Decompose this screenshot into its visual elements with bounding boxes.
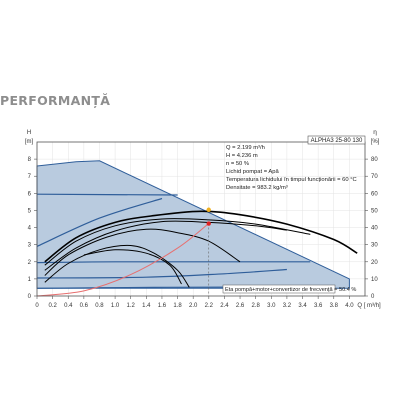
y-right-symbol: η bbox=[373, 129, 377, 136]
x-axis-unit: Q [ m³/h] bbox=[357, 303, 381, 309]
y-right-tick-label: 10 bbox=[371, 277, 378, 283]
efficiency-label-box bbox=[222, 284, 336, 294]
x-tick-label: 1.6 bbox=[158, 303, 167, 309]
y-left-tick-label: 2 bbox=[28, 260, 32, 266]
y-left-tick-label: 5 bbox=[28, 208, 32, 214]
y-left-symbol: H bbox=[27, 130, 31, 136]
x-tick-label: 3.8 bbox=[330, 303, 339, 309]
y-left-tick-label: 3 bbox=[28, 243, 32, 249]
y-left-tick-label: 8 bbox=[28, 157, 32, 163]
x-tick-label: 3.0 bbox=[267, 303, 276, 309]
x-tick-label: 1.2 bbox=[127, 303, 136, 309]
axes bbox=[34, 141, 368, 299]
chart-title: ALPHA3 25-80 130 bbox=[311, 138, 363, 144]
x-tick-label: 1.4 bbox=[142, 303, 151, 309]
x-tick-label: 2.6 bbox=[236, 303, 245, 309]
x-tick-label: 4.0 bbox=[345, 303, 354, 309]
y-right-tick-label: 40 bbox=[371, 226, 378, 232]
efficiency-curve bbox=[44, 244, 190, 288]
efficiency-curve bbox=[44, 210, 358, 263]
x-tick-label: 2.4 bbox=[220, 303, 229, 309]
efficiency-curve bbox=[44, 218, 311, 266]
pump-curve bbox=[36, 286, 241, 289]
efficiency-point-marker bbox=[206, 207, 211, 212]
efficiency-curve bbox=[44, 220, 287, 271]
x-tick-label: 1.0 bbox=[111, 303, 120, 309]
pump-curve bbox=[36, 261, 311, 264]
y-left-tick-label: 1 bbox=[28, 277, 32, 283]
x-tick-label: 0 bbox=[35, 303, 39, 309]
info-line: Densitate = 983.2 kg/m³ bbox=[226, 185, 288, 191]
y-left-tick-label: 7 bbox=[28, 174, 32, 180]
x-tick-label: 0.4 bbox=[64, 303, 73, 309]
pump-curve bbox=[36, 268, 287, 279]
y-left-unit: [m] bbox=[25, 139, 34, 145]
info-box: ALPHA3 25-80 130 Q = 2.199 m³/h H = 4.236 … bbox=[222, 135, 366, 294]
x-tick-label: 1.8 bbox=[173, 303, 182, 309]
pump-curve bbox=[36, 193, 178, 196]
pump-curves bbox=[36, 193, 311, 289]
y-right-tick-label: 80 bbox=[371, 157, 378, 163]
plot-frame bbox=[36, 141, 366, 297]
x-tick-label: 0.2 bbox=[48, 303, 57, 309]
y-left-tick-label: 6 bbox=[28, 191, 32, 197]
x-tick-label: 2.2 bbox=[205, 303, 214, 309]
x-tick-label: 0.6 bbox=[80, 303, 89, 309]
x-tick-label: 3.6 bbox=[314, 303, 323, 309]
operating-point-marker bbox=[206, 221, 211, 226]
info-line: Temperatura lichidului în timpul funcțio… bbox=[226, 177, 357, 183]
info-line: n = 50 % bbox=[226, 161, 249, 167]
y-right-tick-label: 20 bbox=[371, 260, 378, 266]
x-tick-label: 2.0 bbox=[189, 303, 198, 309]
y-right-tick-label: 0 bbox=[371, 294, 375, 300]
y-right-tick-label: 30 bbox=[371, 243, 378, 249]
page-heading: PERFORMANȚĂ bbox=[0, 93, 111, 108]
x-tick-label: 3.4 bbox=[298, 303, 307, 309]
pump-curve bbox=[36, 197, 163, 247]
title-box bbox=[307, 135, 366, 145]
system-curve-line bbox=[36, 223, 210, 297]
info-line: H = 4.236 m bbox=[226, 153, 258, 159]
info-line: Q = 2.199 m³/h bbox=[226, 145, 265, 151]
y-right-unit: [%] bbox=[371, 139, 380, 145]
y-left-tick-label: 0 bbox=[28, 294, 32, 300]
y-left-tick-label: 4 bbox=[28, 226, 32, 232]
x-tick-label: 0.8 bbox=[95, 303, 104, 309]
efficiency-curve bbox=[83, 249, 182, 285]
x-tick-label: 3.2 bbox=[283, 303, 292, 309]
info-line: Lichid pompat = Apă bbox=[226, 169, 279, 175]
axis-labels: 0 0.2 0.4 0.6 0.8 1.0 1.2 1.4 1.6 1.8 2.0 2.2 2.4 2.6… bbox=[25, 129, 381, 309]
system-curve bbox=[36, 223, 210, 297]
efficiency-label: Eta pompă+motor+convertizor de frecvență… bbox=[225, 287, 356, 293]
y-right-tick-label: 50 bbox=[371, 208, 378, 214]
y-right-tick-label: 70 bbox=[371, 174, 378, 180]
markers bbox=[206, 207, 211, 296]
y-right-tick-label: 60 bbox=[371, 191, 378, 197]
x-tick-label: 2.8 bbox=[251, 303, 260, 309]
